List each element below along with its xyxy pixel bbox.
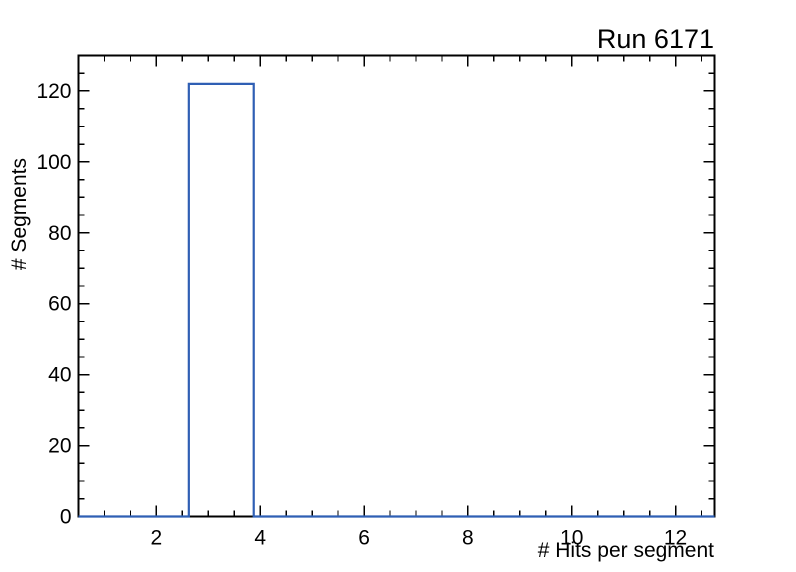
x-tick-label: 12 [664, 527, 687, 550]
y-tick-label: 80 [48, 222, 71, 245]
y-tick-label: 40 [48, 364, 71, 387]
x-axis-ticks [77, 55, 703, 517]
histogram-outline [78, 82, 715, 518]
x-tick-label: 4 [254, 527, 266, 550]
y-tick-label: 20 [48, 435, 71, 458]
y-tick-label: 0 [60, 506, 72, 529]
x-axis-tick-labels: 2 4 6 8 10 12 [151, 527, 688, 550]
plot-title: Run 6171 [597, 24, 714, 54]
y-tick-label: 60 [48, 293, 71, 316]
x-tick-label: 6 [358, 527, 370, 550]
x-tick-label: 8 [462, 527, 474, 550]
plot-frame [77, 54, 716, 518]
histogram-series [78, 82, 715, 518]
y-axis-ticks [78, 54, 715, 518]
frame-rectangle [77, 54, 716, 518]
y-tick-label: 120 [36, 80, 71, 103]
y-axis-tick-labels: 0 20 40 60 80 100 120 [36, 80, 71, 529]
y-tick-label: 100 [36, 151, 71, 174]
x-tick-label: 2 [151, 527, 163, 550]
y-axis-title: # Segments [8, 158, 31, 270]
x-tick-label: 10 [560, 527, 583, 550]
x-axis-title: # Hits per segment [538, 539, 714, 562]
